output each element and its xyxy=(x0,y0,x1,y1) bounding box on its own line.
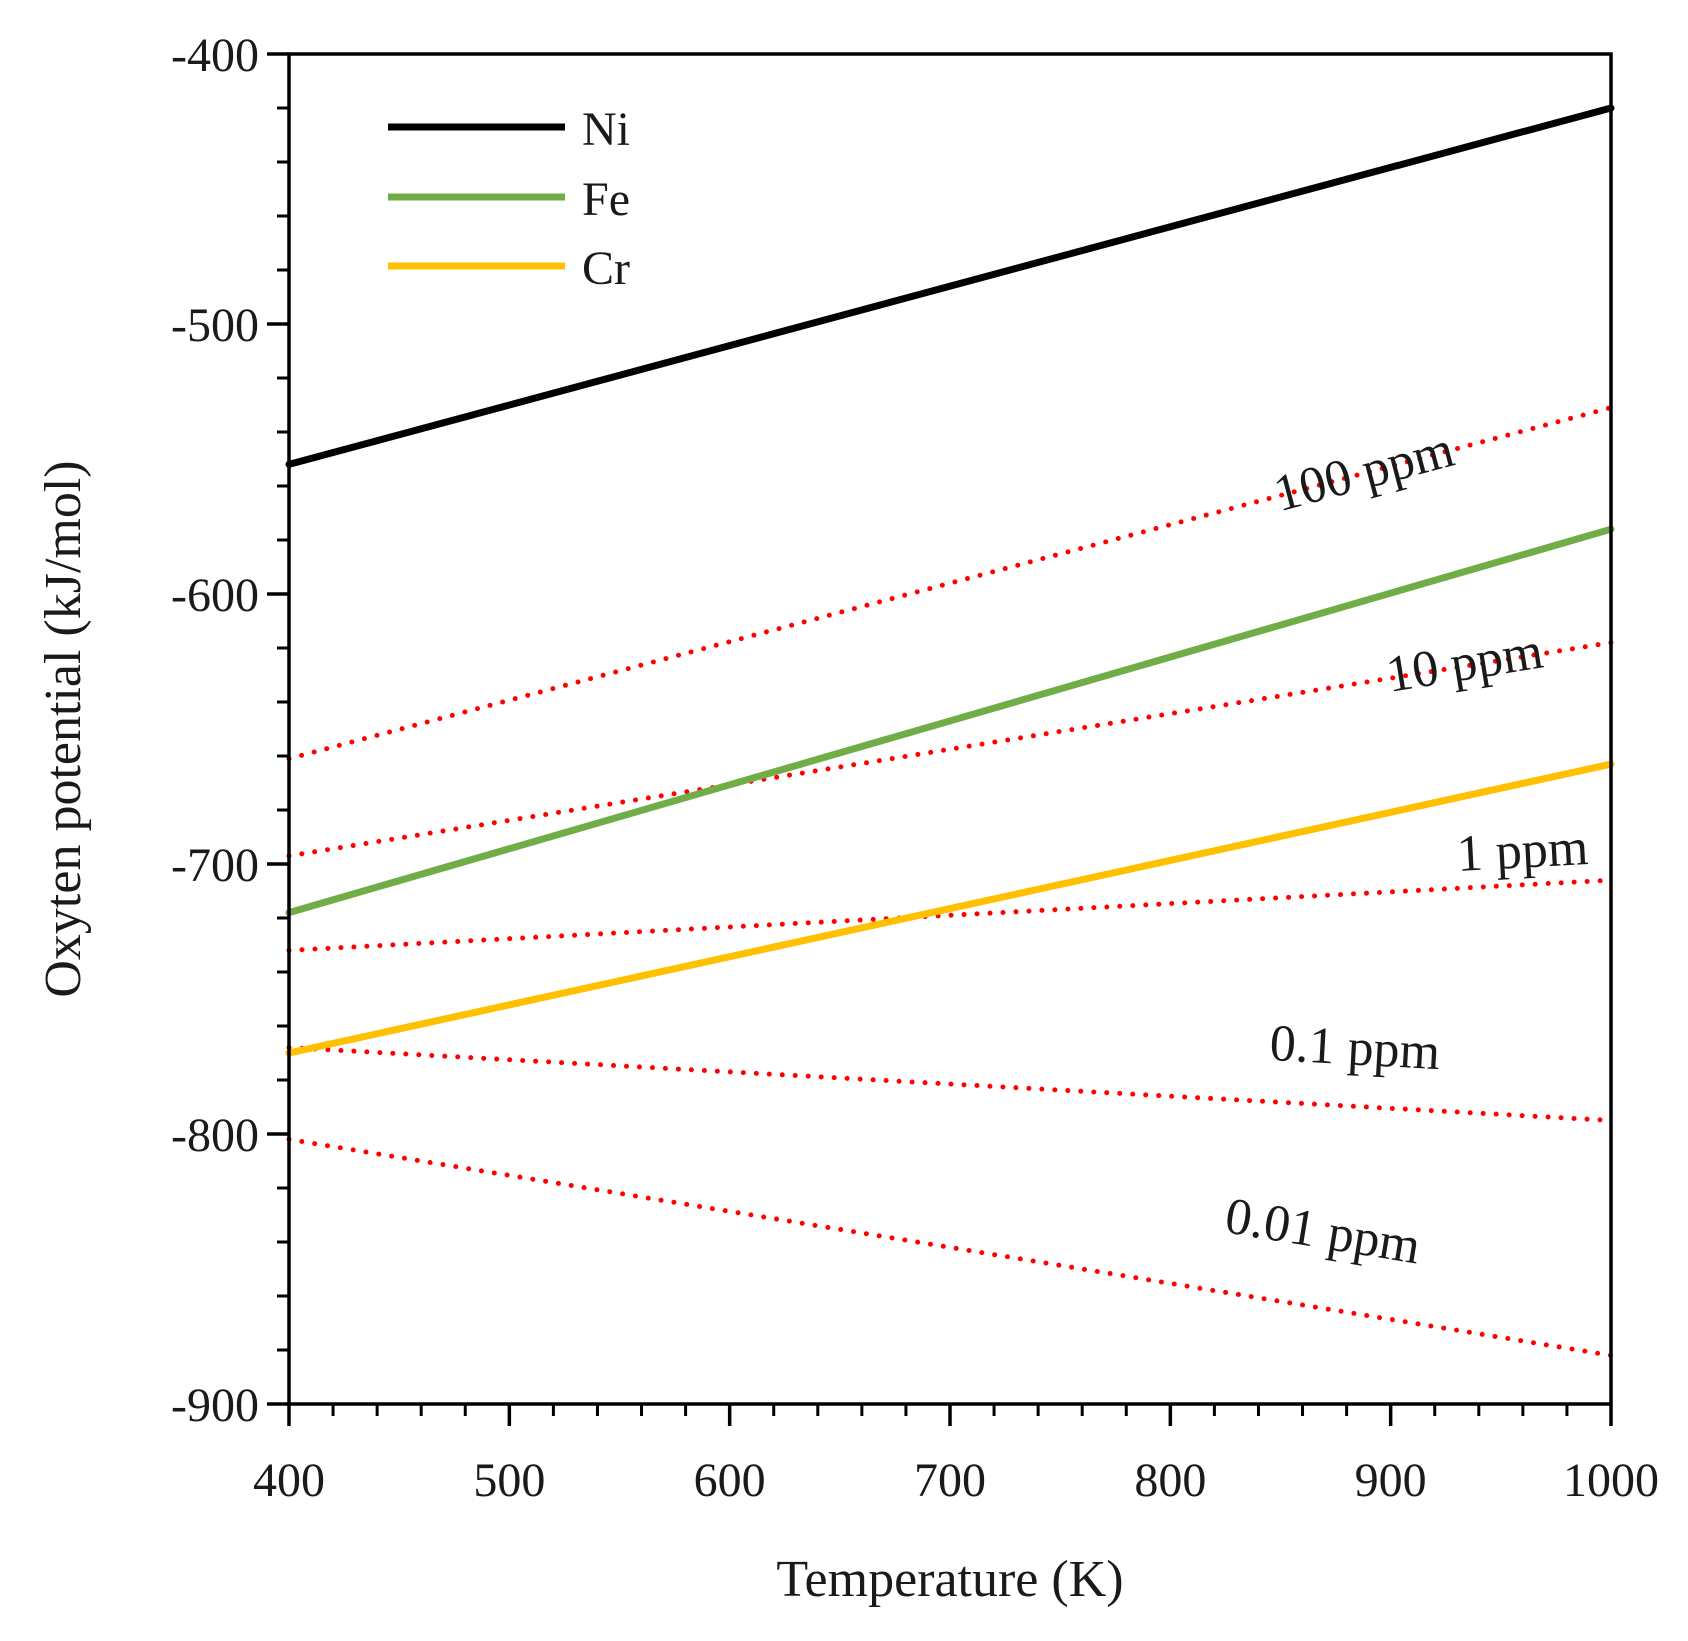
y-tick-label: -700 xyxy=(171,839,259,892)
x-tick-label: 900 xyxy=(1355,1454,1427,1507)
y-tick-label: -400 xyxy=(171,29,259,82)
x-tick-label: 600 xyxy=(694,1454,766,1507)
series-line-cr xyxy=(285,760,1615,1057)
x-axis-title: Temperature (K) xyxy=(776,1551,1123,1608)
reference-label-4: 0.01 ppm xyxy=(1221,1188,1424,1276)
x-minor-ticks xyxy=(331,1404,1569,1416)
y-tick-label: -500 xyxy=(171,299,259,352)
reference-line-4 xyxy=(286,1136,1614,1358)
reference-line-2 xyxy=(286,877,1614,953)
reference-label-2: 1 ppm xyxy=(1455,819,1589,883)
plot-frame xyxy=(287,52,1613,1406)
y-tick-label: -900 xyxy=(171,1379,259,1432)
reference-line-3 xyxy=(286,1045,1614,1123)
reference-lines xyxy=(286,405,1614,1358)
x-tick-label: 500 xyxy=(473,1454,545,1507)
x-tick-label: 1000 xyxy=(1563,1454,1659,1507)
y-major-ticks xyxy=(267,52,289,1406)
series-line-ni xyxy=(285,104,1615,468)
x-tick-label: 700 xyxy=(914,1454,986,1507)
legend-label-cr: Cr xyxy=(582,242,630,295)
reference-label-3: 0.1 ppm xyxy=(1268,1015,1441,1081)
y-minor-ticks xyxy=(277,106,289,1352)
reference-line-1 xyxy=(286,640,1614,859)
x-tick-label: 400 xyxy=(253,1454,325,1507)
x-major-ticks xyxy=(287,1404,1613,1426)
reference-label-0: 100 ppm xyxy=(1268,421,1460,523)
series-line-fe xyxy=(285,525,1615,917)
series-lines xyxy=(285,104,1615,1057)
legend-label-ni: Ni xyxy=(582,103,630,156)
y-tick-label: -800 xyxy=(171,1109,259,1162)
legend-label-fe: Fe xyxy=(582,173,630,226)
y-tick-label: -600 xyxy=(171,569,259,622)
legend: Ni Fe Cr xyxy=(388,103,630,295)
reference-label-1: 10 ppm xyxy=(1382,622,1547,703)
x-tick-labels: 400 500 600 700 800 900 1000 xyxy=(253,1454,1659,1507)
x-tick-label: 800 xyxy=(1134,1454,1206,1507)
y-axis-title: Oxyten potential (kJ/mol) xyxy=(35,460,92,997)
y-tick-labels: -400 -500 -600 -700 -800 -900 xyxy=(171,29,259,1432)
